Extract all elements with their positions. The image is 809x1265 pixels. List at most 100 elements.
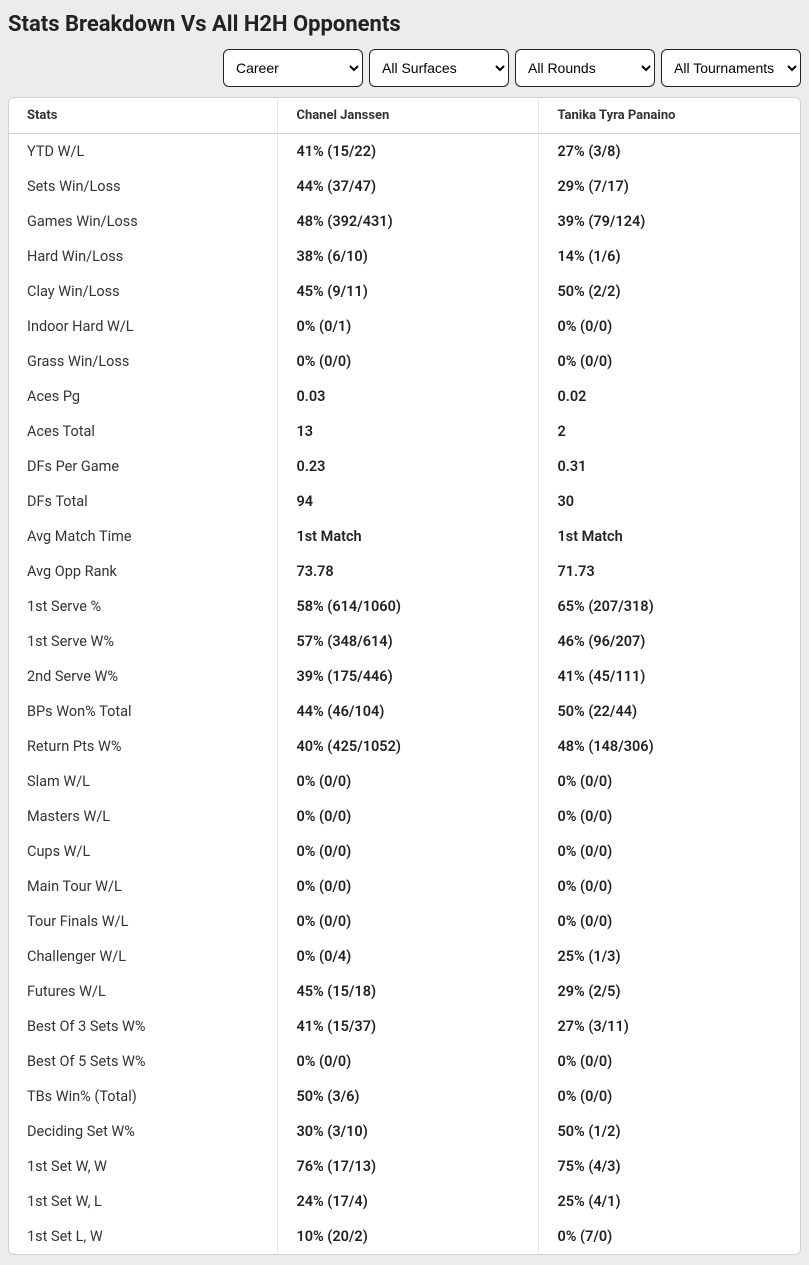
stat-value-player2: 65% (207/318): [539, 589, 800, 624]
stat-value-player2: 1st Match: [539, 519, 800, 554]
stat-label: Clay Win/Loss: [9, 274, 278, 309]
stat-label: Avg Opp Rank: [9, 554, 278, 589]
stat-value-player1: 0% (0/0): [278, 799, 539, 834]
stat-label: 1st Set W, L: [9, 1184, 278, 1219]
stat-value-player1: 39% (175/446): [278, 659, 539, 694]
stat-value-player2: 48% (148/306): [539, 729, 800, 764]
stat-label: 1st Serve %: [9, 589, 278, 624]
stat-value-player1: 0.23: [278, 449, 539, 484]
stat-value-player1: 30% (3/10): [278, 1114, 539, 1149]
table-row: Main Tour W/L0% (0/0)0% (0/0): [9, 869, 800, 904]
stat-value-player2: 0% (0/0): [539, 799, 800, 834]
stat-label: Masters W/L: [9, 799, 278, 834]
stat-value-player1: 0% (0/4): [278, 939, 539, 974]
stat-value-player1: 0% (0/0): [278, 869, 539, 904]
stat-value-player1: 58% (614/1060): [278, 589, 539, 624]
stat-label: Best Of 5 Sets W%: [9, 1044, 278, 1079]
stat-value-player2: 25% (1/3): [539, 939, 800, 974]
stat-label: Futures W/L: [9, 974, 278, 1009]
stat-value-player2: 25% (4/1): [539, 1184, 800, 1219]
stat-value-player1: 38% (6/10): [278, 239, 539, 274]
filter-round[interactable]: All Rounds: [515, 49, 655, 87]
stat-value-player1: 0% (0/0): [278, 834, 539, 869]
stat-value-player1: 0% (0/0): [278, 344, 539, 379]
table-row: Games Win/Loss48% (392/431)39% (79/124): [9, 204, 800, 239]
stat-value-player1: 40% (425/1052): [278, 729, 539, 764]
table-row: Hard Win/Loss38% (6/10)14% (1/6): [9, 239, 800, 274]
stat-label: 1st Set L, W: [9, 1219, 278, 1254]
table-row: Avg Opp Rank73.7871.73: [9, 554, 800, 589]
stat-value-player1: 48% (392/431): [278, 204, 539, 239]
table-row: Return Pts W%40% (425/1052)48% (148/306): [9, 729, 800, 764]
col-header-stats: Stats: [9, 98, 278, 134]
stat-value-player1: 45% (15/18): [278, 974, 539, 1009]
stat-value-player1: 44% (46/104): [278, 694, 539, 729]
stat-value-player2: 0% (0/0): [539, 1079, 800, 1114]
stat-label: TBs Win% (Total): [9, 1079, 278, 1114]
table-row: 1st Set W, W76% (17/13)75% (4/3): [9, 1149, 800, 1184]
stat-value-player2: 0% (0/0): [539, 834, 800, 869]
table-row: Clay Win/Loss45% (9/11)50% (2/2): [9, 274, 800, 309]
stat-label: 1st Set W, W: [9, 1149, 278, 1184]
table-row: Aces Total132: [9, 414, 800, 449]
stat-value-player2: 29% (2/5): [539, 974, 800, 1009]
table-row: YTD W/L41% (15/22)27% (3/8): [9, 134, 800, 170]
stat-value-player2: 0% (0/0): [539, 869, 800, 904]
stat-value-player2: 75% (4/3): [539, 1149, 800, 1184]
table-row: 2nd Serve W%39% (175/446)41% (45/111): [9, 659, 800, 694]
stat-value-player2: 39% (79/124): [539, 204, 800, 239]
table-row: Best Of 5 Sets W%0% (0/0)0% (0/0): [9, 1044, 800, 1079]
stat-value-player1: 45% (9/11): [278, 274, 539, 309]
stat-label: Best Of 3 Sets W%: [9, 1009, 278, 1044]
stat-label: DFs Total: [9, 484, 278, 519]
table-row: BPs Won% Total44% (46/104)50% (22/44): [9, 694, 800, 729]
stat-label: Cups W/L: [9, 834, 278, 869]
col-header-player1: Chanel Janssen: [278, 98, 539, 134]
table-row: Masters W/L0% (0/0)0% (0/0): [9, 799, 800, 834]
stat-value-player1: 0% (0/1): [278, 309, 539, 344]
page-title: Stats Breakdown Vs All H2H Opponents: [8, 12, 801, 37]
stat-value-player1: 0% (0/0): [278, 764, 539, 799]
stat-value-player2: 50% (2/2): [539, 274, 800, 309]
stat-value-player2: 71.73: [539, 554, 800, 589]
stat-value-player1: 0% (0/0): [278, 1044, 539, 1079]
stat-value-player1: 41% (15/22): [278, 134, 539, 170]
table-row: Best Of 3 Sets W%41% (15/37)27% (3/11): [9, 1009, 800, 1044]
stat-value-player2: 2: [539, 414, 800, 449]
table-row: 1st Serve W%57% (348/614)46% (96/207): [9, 624, 800, 659]
filter-tourn[interactable]: All Tournaments: [661, 49, 801, 87]
stat-value-player2: 0% (0/0): [539, 1044, 800, 1079]
table-header-row: Stats Chanel Janssen Tanika Tyra Panaino: [9, 98, 800, 134]
filter-period[interactable]: Career: [223, 49, 363, 87]
stat-label: Deciding Set W%: [9, 1114, 278, 1149]
stat-label: Games Win/Loss: [9, 204, 278, 239]
stat-label: Aces Pg: [9, 379, 278, 414]
stat-value-player2: 0% (0/0): [539, 344, 800, 379]
stat-value-player2: 0% (7/0): [539, 1219, 800, 1254]
table-row: TBs Win% (Total)50% (3/6)0% (0/0): [9, 1079, 800, 1114]
stat-label: Tour Finals W/L: [9, 904, 278, 939]
stat-label: Hard Win/Loss: [9, 239, 278, 274]
table-row: Deciding Set W%30% (3/10)50% (1/2): [9, 1114, 800, 1149]
stat-value-player2: 46% (96/207): [539, 624, 800, 659]
stat-value-player1: 0% (0/0): [278, 904, 539, 939]
stat-value-player1: 1st Match: [278, 519, 539, 554]
stat-label: YTD W/L: [9, 134, 278, 170]
table-row: Cups W/L0% (0/0)0% (0/0): [9, 834, 800, 869]
stat-value-player2: 0% (0/0): [539, 764, 800, 799]
stats-panel: Stats Chanel Janssen Tanika Tyra Panaino…: [8, 97, 801, 1255]
stat-value-player2: 0% (0/0): [539, 309, 800, 344]
table-row: 1st Serve %58% (614/1060)65% (207/318): [9, 589, 800, 624]
table-row: Challenger W/L0% (0/4)25% (1/3): [9, 939, 800, 974]
stat-value-player1: 41% (15/37): [278, 1009, 539, 1044]
stat-value-player2: 14% (1/6): [539, 239, 800, 274]
stat-value-player2: 41% (45/111): [539, 659, 800, 694]
stat-value-player2: 30: [539, 484, 800, 519]
stat-value-player2: 50% (22/44): [539, 694, 800, 729]
filter-surface[interactable]: All Surfaces: [369, 49, 509, 87]
stat-value-player1: 13: [278, 414, 539, 449]
stat-label: Avg Match Time: [9, 519, 278, 554]
stat-label: 1st Serve W%: [9, 624, 278, 659]
table-row: DFs Per Game0.230.31: [9, 449, 800, 484]
stat-value-player2: 27% (3/11): [539, 1009, 800, 1044]
